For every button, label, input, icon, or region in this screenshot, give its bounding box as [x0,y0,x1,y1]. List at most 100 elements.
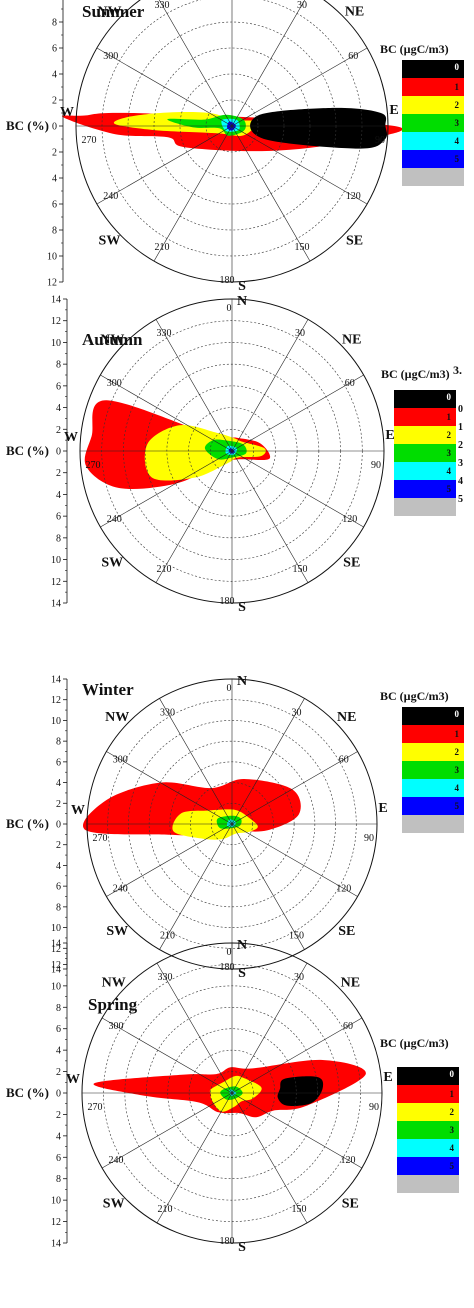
legend-swatch [397,1175,459,1193]
y-axis-label: BC (%) [6,443,49,458]
angle-label: 240 [103,191,118,202]
angle-label: 330 [158,972,173,983]
angle-label: 180 [220,962,235,973]
angle-label: 120 [346,191,361,202]
legend-title: BC (µgC/m3) [380,42,449,56]
legend-title: BC (µgC/m3) [381,367,450,381]
legend-level-label: 5 [447,484,452,494]
y-tick-label: 4 [52,70,57,81]
angle-label: 60 [343,1021,353,1032]
y-tick-label: 2 [56,840,61,851]
angle-label: 60 [345,378,355,389]
y-tick-label: 8 [52,18,57,29]
angle-label: 0 [227,683,232,694]
spoke-line [106,751,233,825]
direction-label-se: SE [342,1196,359,1211]
y-tick-label: 8 [56,360,61,371]
legend-swatch [397,1139,459,1157]
legend-swatch [394,498,456,516]
y-tick-label: 4 [56,403,61,414]
y-tick-label: 10 [51,923,61,934]
spring-chart: 0306090120150180210240270300330NNEESESSW… [6,938,459,1255]
contour-level-2 [144,425,266,481]
direction-label-n: N [237,674,247,689]
y-axis-label: BC (%) [6,1085,49,1100]
legend-level-label: 5 [455,154,460,164]
y-tick-label: 8 [56,1003,61,1014]
angle-label: 210 [157,564,172,575]
y-tick-label: 10 [51,555,61,566]
legend-swatch [402,707,464,725]
direction-label-se: SE [343,556,360,571]
angle-label: 300 [103,51,118,62]
spoke-line [155,450,233,583]
spoke-line [231,962,308,1094]
y-tick-label: 10 [47,0,57,3]
angle-label: 30 [297,0,307,11]
y-tick-label: 8 [52,226,57,237]
spoke-line [156,962,233,1094]
spoke-line [100,374,233,452]
y-tick-label: 6 [56,1024,61,1035]
legend-level-label: 0 [450,1069,455,1079]
direction-label-ne: NE [345,4,364,19]
legend-swatch [394,462,456,480]
legend-title-extra: 3. [453,363,462,377]
angle-label: 150 [293,564,308,575]
direction-label-sw: SW [101,556,123,571]
legend-level-label: 1 [450,1089,455,1099]
direction-label-e: E [389,103,398,118]
summer-panel: 0306090120150180210240270300330NNEESESSW… [0,0,474,300]
legend-level-label: 1 [455,82,460,92]
angle-label: 60 [348,51,358,62]
spoke-line [231,751,358,825]
angle-label: 330 [155,0,170,11]
angle-label: 120 [342,514,357,525]
angle-label: 90 [369,1102,379,1113]
spoke-line [101,1092,233,1169]
legend-level-label: 4 [455,783,460,793]
direction-label-s: S [238,600,246,615]
direction-label-w: W [60,105,74,120]
contour-level-0 [250,107,387,149]
spoke-line [231,0,306,127]
spoke-line [231,125,368,205]
y-axis-label: BC (%) [6,816,49,831]
spoke-line [231,698,305,825]
legend-level-label: 3 [455,765,460,775]
y-tick-label: 12 [51,316,61,327]
legend-swatch [402,150,464,168]
legend-level-label: 2 [450,1107,455,1117]
legend-level-label-outer: 5 [458,494,463,505]
legend-swatch [402,797,464,815]
direction-label-n: N [237,938,247,953]
y-tick-label: 0 [56,1089,61,1100]
direction-label-sw: SW [103,1196,125,1211]
y-tick-label: 8 [56,902,61,913]
direction-label-nw: NW [102,976,126,991]
y-tick-label: 10 [51,338,61,349]
angle-label: 90 [364,833,374,844]
legend-swatch [402,96,464,114]
legend-level-label: 2 [455,747,460,757]
legend-swatch [402,60,464,78]
direction-label-nw: NW [97,4,121,19]
legend-level-label: 4 [450,1143,455,1153]
legend-title: BC (µgC/m3) [380,1036,449,1050]
y-tick-label: 12 [51,1217,61,1228]
y-tick-label: 2 [56,1110,61,1121]
legend-swatch [402,78,464,96]
direction-label-ne: NE [342,332,361,347]
legend-swatch [394,390,456,408]
y-tick-label: 6 [56,512,61,523]
legend-swatch [402,168,464,186]
y-tick-label: 2 [52,148,57,159]
legend-level-label-outer: 1 [458,422,463,433]
direction-label-e: E [378,801,387,816]
direction-label-e: E [385,428,394,443]
spoke-line [96,47,233,127]
direction-label-n: N [237,294,247,309]
direction-label-s: S [238,966,246,981]
angle-label: 240 [113,884,128,895]
winter-panel: 0 30 60 90 120 150 180 210 240 270 300 330 N NE E SE S SW… [0,660,474,990]
